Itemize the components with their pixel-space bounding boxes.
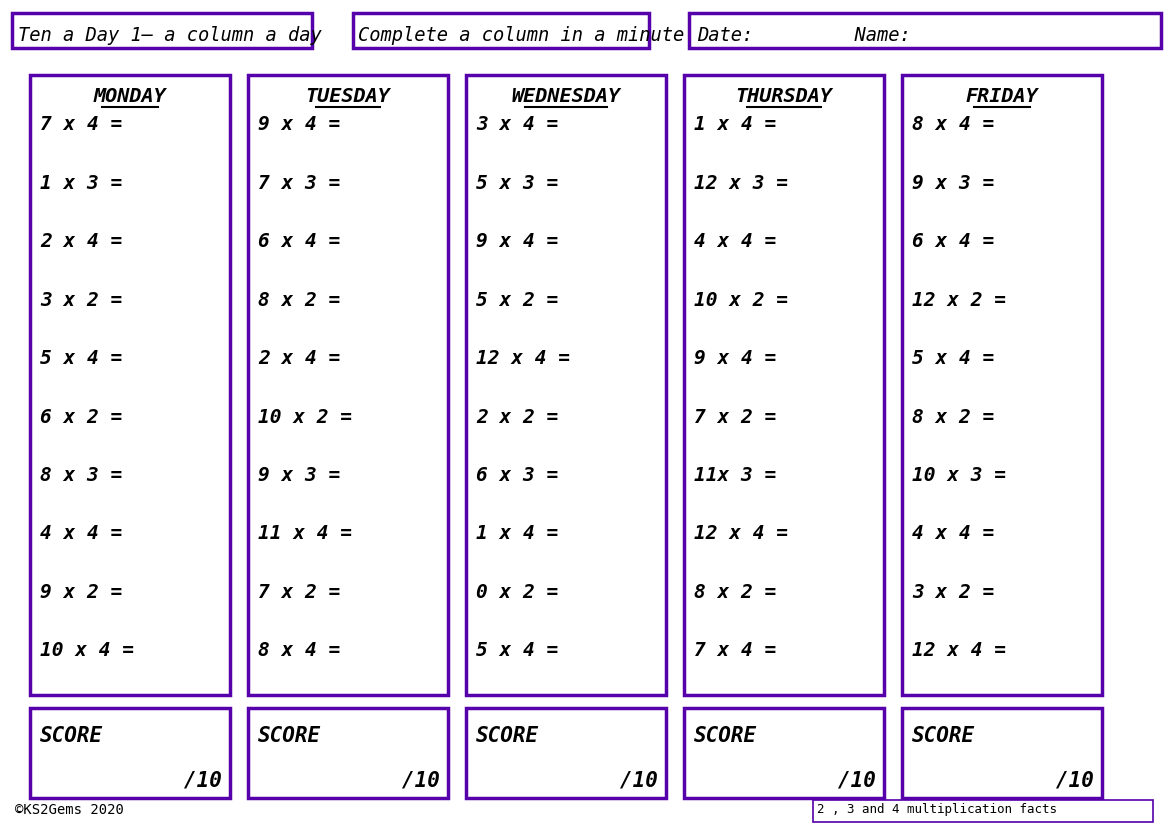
Text: 5 x 4 =: 5 x 4 = (40, 349, 122, 368)
Text: 5 x 4 =: 5 x 4 = (911, 349, 994, 368)
Bar (689, 13, 1161, 48)
Text: FRIDAY: FRIDAY (965, 88, 1039, 107)
Text: 7 x 4 =: 7 x 4 = (40, 116, 122, 135)
Text: /10: /10 (1057, 770, 1094, 790)
Text: 10 x 2 =: 10 x 2 = (694, 291, 789, 310)
Text: /10: /10 (838, 770, 876, 790)
Text: 5 x 2 =: 5 x 2 = (476, 291, 558, 310)
Text: 12 x 4 =: 12 x 4 = (911, 641, 1006, 660)
Text: 1 x 4 =: 1 x 4 = (476, 524, 558, 543)
Text: WEDNESDAY: WEDNESDAY (511, 88, 620, 107)
Text: 3 x 2 =: 3 x 2 = (40, 291, 122, 310)
Bar (353, 13, 649, 48)
Text: 0 x 2 =: 0 x 2 = (476, 583, 558, 602)
Text: SCORE: SCORE (694, 726, 757, 746)
Text: 7 x 3 =: 7 x 3 = (259, 174, 340, 193)
Text: MONDAY: MONDAY (94, 88, 166, 107)
Bar (902, 708, 1102, 798)
Text: 9 x 3 =: 9 x 3 = (259, 466, 340, 485)
Text: 8 x 4 =: 8 x 4 = (259, 641, 340, 660)
Text: 9 x 4 =: 9 x 4 = (259, 116, 340, 135)
Text: 12 x 4 =: 12 x 4 = (694, 524, 789, 543)
Bar (30, 708, 230, 798)
Text: Ten a Day 1— a column a day: Ten a Day 1— a column a day (18, 26, 322, 45)
Text: 9 x 4 =: 9 x 4 = (476, 232, 558, 251)
Text: THURSDAY: THURSDAY (736, 88, 833, 107)
Bar (813, 800, 1152, 822)
Text: 1 x 3 =: 1 x 3 = (40, 174, 122, 193)
Text: 1 x 4 =: 1 x 4 = (694, 116, 776, 135)
Text: 2 x 2 =: 2 x 2 = (476, 408, 558, 427)
Text: 8 x 2 =: 8 x 2 = (694, 583, 776, 602)
Text: 8 x 4 =: 8 x 4 = (911, 116, 994, 135)
Text: 11x 3 =: 11x 3 = (694, 466, 776, 485)
Bar (248, 708, 448, 798)
Text: 12 x 3 =: 12 x 3 = (694, 174, 789, 193)
Bar (466, 75, 666, 695)
Bar (902, 75, 1102, 695)
Bar (466, 708, 666, 798)
Text: 4 x 4 =: 4 x 4 = (694, 232, 776, 251)
Text: 6 x 3 =: 6 x 3 = (476, 466, 558, 485)
Text: SCORE: SCORE (476, 726, 539, 746)
Text: 5 x 4 =: 5 x 4 = (476, 641, 558, 660)
Text: 2 , 3 and 4 multiplication facts: 2 , 3 and 4 multiplication facts (817, 804, 1057, 816)
Text: 7 x 4 =: 7 x 4 = (694, 641, 776, 660)
Text: ©KS2Gems 2020: ©KS2Gems 2020 (15, 803, 124, 817)
Text: 9 x 3 =: 9 x 3 = (911, 174, 994, 193)
Bar (12, 13, 312, 48)
Bar (684, 708, 885, 798)
Text: SCORE: SCORE (911, 726, 975, 746)
Text: 2 x 4 =: 2 x 4 = (259, 349, 340, 368)
Text: 11 x 4 =: 11 x 4 = (259, 524, 352, 543)
Text: 3 x 4 =: 3 x 4 = (476, 116, 558, 135)
Text: 4 x 4 =: 4 x 4 = (911, 524, 994, 543)
Text: Date:         Name:: Date: Name: (697, 26, 910, 45)
Text: /10: /10 (620, 770, 658, 790)
Text: SCORE: SCORE (259, 726, 321, 746)
Text: 2 x 4 =: 2 x 4 = (40, 232, 122, 251)
Text: 10 x 2 =: 10 x 2 = (259, 408, 352, 427)
Text: 12 x 4 =: 12 x 4 = (476, 349, 570, 368)
Text: SCORE: SCORE (40, 726, 103, 746)
Text: 6 x 2 =: 6 x 2 = (40, 408, 122, 427)
Text: 10 x 3 =: 10 x 3 = (911, 466, 1006, 485)
Text: /10: /10 (184, 770, 222, 790)
Text: TUESDAY: TUESDAY (305, 88, 391, 107)
Text: 10 x 4 =: 10 x 4 = (40, 641, 135, 660)
Text: 5 x 3 =: 5 x 3 = (476, 174, 558, 193)
Text: 12 x 2 =: 12 x 2 = (911, 291, 1006, 310)
Text: 7 x 2 =: 7 x 2 = (694, 408, 776, 427)
Text: 8 x 2 =: 8 x 2 = (911, 408, 994, 427)
Text: 4 x 4 =: 4 x 4 = (40, 524, 122, 543)
Bar (248, 75, 448, 695)
Text: 9 x 4 =: 9 x 4 = (694, 349, 776, 368)
Text: 9 x 2 =: 9 x 2 = (40, 583, 122, 602)
Text: 3 x 2 =: 3 x 2 = (911, 583, 994, 602)
Text: 8 x 3 =: 8 x 3 = (40, 466, 122, 485)
Text: 6 x 4 =: 6 x 4 = (911, 232, 994, 251)
Text: /10: /10 (402, 770, 440, 790)
Text: Complete a column in a minute: Complete a column in a minute (358, 26, 684, 45)
Bar (684, 75, 885, 695)
Text: 6 x 4 =: 6 x 4 = (259, 232, 340, 251)
Text: 7 x 2 =: 7 x 2 = (259, 583, 340, 602)
Bar (30, 75, 230, 695)
Text: 8 x 2 =: 8 x 2 = (259, 291, 340, 310)
